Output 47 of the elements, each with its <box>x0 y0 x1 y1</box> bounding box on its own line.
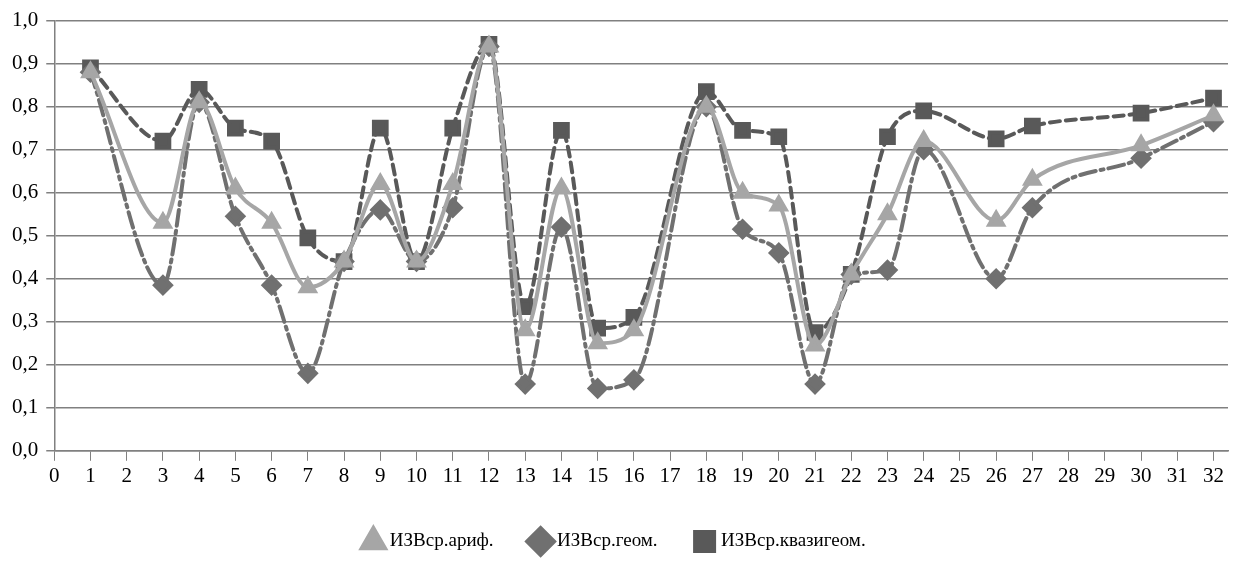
x-tick-label: 19 <box>732 462 754 487</box>
x-tick-label: 13 <box>514 462 536 487</box>
x-tick-label: 10 <box>406 462 428 487</box>
y-tick-label: 0,8 <box>12 93 39 118</box>
x-tick-label: 9 <box>375 462 386 487</box>
x-tick-label: 15 <box>587 462 609 487</box>
x-tick-label: 29 <box>1094 462 1116 487</box>
legend-label: ИЗВср.квазигеом. <box>721 529 866 551</box>
x-tick-label: 30 <box>1130 462 1152 487</box>
x-tick-label: 24 <box>913 462 935 487</box>
x-tick-label: 28 <box>1058 462 1080 487</box>
x-tick-label: 14 <box>550 462 573 487</box>
x-tick-label: 31 <box>1166 462 1188 487</box>
x-tick-label: 21 <box>804 462 826 487</box>
y-tick-label: 0,5 <box>12 222 39 247</box>
x-tick-label: 1 <box>85 462 96 487</box>
x-tick-label: 26 <box>985 462 1007 487</box>
y-tick-label: 1,0 <box>12 7 39 32</box>
y-tick-label: 0,4 <box>12 265 39 290</box>
x-tick-label: 22 <box>840 462 862 487</box>
y-tick-label: 0,9 <box>12 50 39 75</box>
y-tick-label: 0,6 <box>12 179 39 204</box>
x-tick-label: 0 <box>49 462 60 487</box>
x-tick-label: 2 <box>121 462 132 487</box>
y-tick-label: 0,1 <box>12 394 39 419</box>
x-tick-label: 4 <box>193 462 205 487</box>
legend-label: ИЗВср.геом. <box>557 529 658 551</box>
x-tick-label: 17 <box>659 462 681 487</box>
x-tick-label: 16 <box>623 462 645 487</box>
x-tick-label: 8 <box>338 462 350 487</box>
x-tick-label: 20 <box>768 462 790 487</box>
y-tick-label: 0,0 <box>12 437 39 462</box>
x-tick-label: 25 <box>949 462 971 487</box>
x-tick-label: 27 <box>1021 462 1043 487</box>
y-tick-label: 0,7 <box>12 136 39 161</box>
x-tick-label: 23 <box>876 462 898 487</box>
y-tick-label: 0,3 <box>12 308 39 333</box>
x-tick-label: 7 <box>302 462 314 487</box>
x-tick-label: 5 <box>230 462 241 487</box>
x-tick-label: 11 <box>442 462 463 487</box>
x-tick-label: 32 <box>1203 462 1225 487</box>
legend-label: ИЗВср.ариф. <box>389 529 494 551</box>
y-tick-label: 0,2 <box>12 351 39 376</box>
x-tick-label: 6 <box>266 462 277 487</box>
x-tick-label: 3 <box>157 462 169 487</box>
x-tick-label: 18 <box>695 462 717 487</box>
x-tick-label: 12 <box>478 462 500 487</box>
